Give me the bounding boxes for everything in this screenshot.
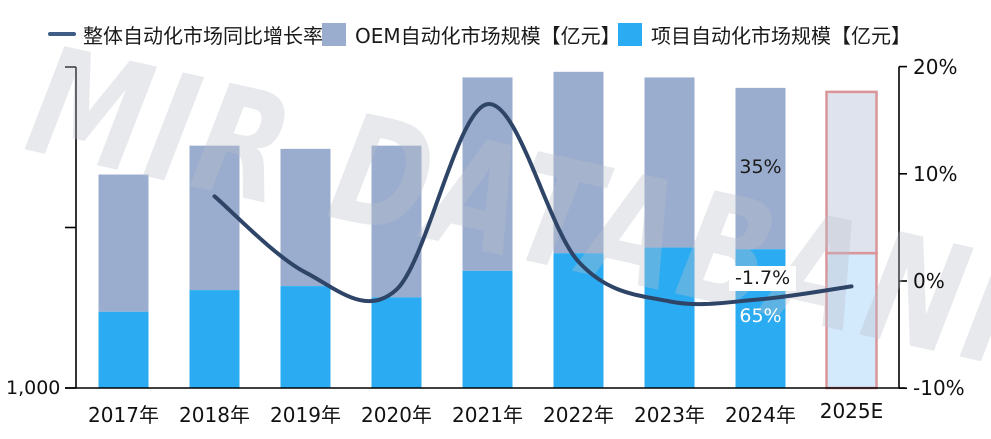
legend-item-project-market: 项目自动化市场规模【亿元】 [618,21,911,48]
bar-project-segment [280,286,331,388]
bar-project-segment [644,247,695,388]
bar-oem-segment [462,77,513,271]
annotation-growth-rate: -1.7% [729,266,797,291]
annotation-project-share: 65% [739,305,782,327]
bar-oem-segment [98,174,149,312]
bar-oem-segment [371,145,422,298]
x-tick-label: 2019年 [270,403,341,427]
bar-oem-segment [280,148,331,287]
y-right-tick-label: -10% [913,376,965,401]
y-axis-left-tick-label: 1,000 [6,377,61,399]
bar-oem-segment [189,145,240,291]
bar-oem-segment [553,71,604,254]
legend-label: 整体自动化市场同比增长率 [83,23,323,48]
watermark-text: MIR DATABANK [14,14,991,412]
y-right-tick-label: 20% [913,54,958,79]
y-right-tick-label: 10% [913,161,958,186]
bar-project-segment [189,290,240,388]
x-tick-label: 2021年 [452,403,523,427]
legend-item-oem-market: OEM自动化市场规模【亿元】 [322,21,621,48]
bar-oem-segment [735,87,786,250]
bar-project-segment [98,311,149,388]
square-swatch-icon [618,22,642,46]
x-tick-label: 2022年 [543,403,614,427]
bar-project-segment [462,270,513,388]
bar-project-segment [553,253,604,388]
line-swatch-icon [48,32,76,36]
x-tick-label: 2025E [819,399,884,423]
legend-label: 项目自动化市场规模【亿元】 [651,23,911,48]
growth-rate-line [212,102,854,307]
x-tick-label: 2018年 [179,403,250,427]
axes [65,65,907,390]
y-right-tick-label: 0% [913,269,945,293]
annotation-oem-share: 35% [739,156,782,178]
bar-forecast-oem-segment [825,90,878,255]
bar-oem-segment [644,77,695,248]
legend: 整体自动化市场同比增长率 OEM自动化市场规模【亿元】 项目自动化市场规模【亿元… [0,0,991,52]
square-swatch-icon [322,22,346,46]
x-tick-label: 2023年 [634,403,705,427]
x-tick-label: 2024年 [725,403,796,427]
legend-label: OEM自动化市场规模【亿元】 [355,23,621,48]
x-tick-label: 2020年 [361,403,432,427]
x-tick-label: 2017年 [88,403,159,427]
bar-forecast-project-segment [825,251,878,390]
legend-item-growth-rate: 整体自动化市场同比增长率 [48,21,323,48]
bar-project-segment [735,249,786,388]
bar-project-segment [371,297,422,388]
